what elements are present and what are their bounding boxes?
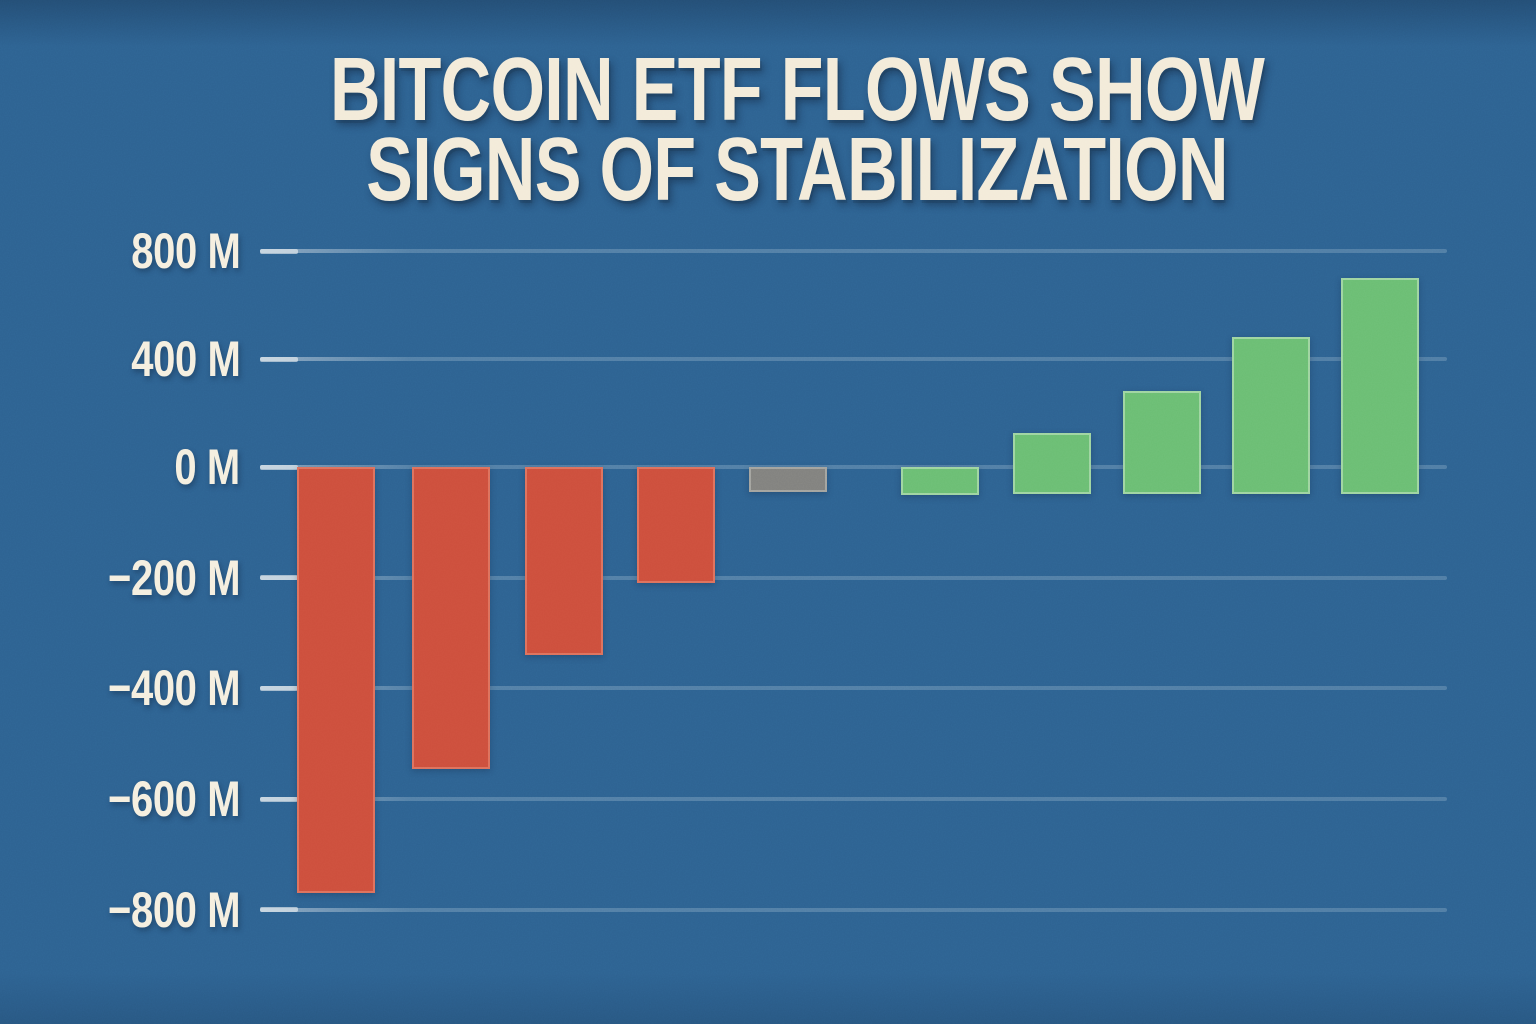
bar-9-green: [1232, 337, 1310, 494]
tick--600: [260, 796, 298, 802]
tick--800: [260, 907, 298, 913]
bar-7-green: [1013, 433, 1091, 494]
bar-2-red: [412, 467, 490, 769]
y-axis-label: 400 M: [130, 331, 241, 387]
y-axis-label: −200 M: [107, 549, 241, 606]
gridline-800: [260, 249, 1447, 253]
chart-title-line1: BITCOIN ETF FLOWS SHOW: [329, 40, 1265, 140]
bar-4-red: [637, 467, 715, 584]
tick-800: [260, 248, 298, 254]
bar-8-green: [1123, 391, 1201, 494]
y-axis-label: −600 M: [107, 771, 241, 828]
tick-400: [260, 356, 298, 362]
bar-3-red: [525, 467, 603, 656]
chart-title-line2: SIGNS OF STABILIZATION: [366, 120, 1228, 220]
tick--200: [260, 575, 298, 581]
gridline--600: [260, 797, 1447, 802]
y-axis-label: 0 M: [174, 439, 241, 495]
bar-5-gray: [749, 467, 827, 492]
bar-10-green: [1341, 278, 1419, 494]
y-axis-label: −800 M: [107, 881, 241, 938]
tick--400: [260, 685, 298, 691]
chart-title: BITCOIN ETF FLOWS SHOW SIGNS OF STABILIZ…: [175, 40, 1418, 220]
bar-1-red: [297, 467, 375, 894]
bar-6-green: [901, 467, 979, 495]
y-axis-label: −400 M: [107, 660, 241, 717]
gridline--800: [260, 907, 1447, 912]
tick-0: [260, 464, 298, 470]
y-axis-label: 800 M: [130, 223, 241, 279]
